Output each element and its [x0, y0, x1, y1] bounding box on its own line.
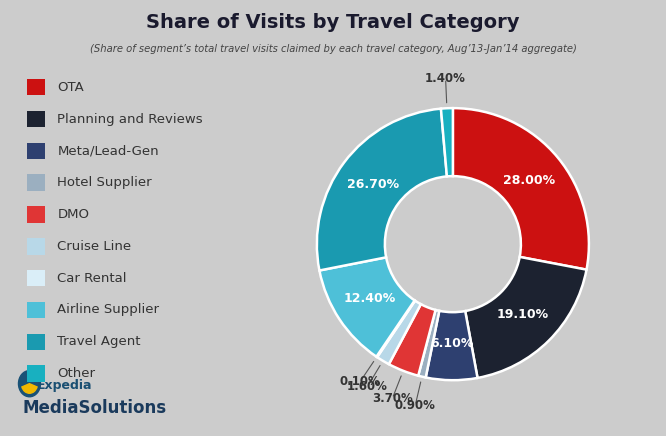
- Text: 0.90%: 0.90%: [395, 399, 436, 412]
- Text: Expedia: Expedia: [37, 379, 92, 392]
- Text: 26.70%: 26.70%: [348, 178, 400, 191]
- Text: Meta/Lead-Gen: Meta/Lead-Gen: [57, 144, 159, 157]
- Text: Airline Supplier: Airline Supplier: [57, 303, 159, 317]
- Text: OTA: OTA: [57, 81, 84, 94]
- Wedge shape: [377, 301, 421, 364]
- Text: 1.40%: 1.40%: [425, 72, 466, 85]
- Text: 3.70%: 3.70%: [372, 392, 413, 405]
- Wedge shape: [317, 109, 447, 270]
- Text: Other: Other: [57, 367, 95, 380]
- Text: 1.60%: 1.60%: [347, 380, 388, 393]
- Text: Car Rental: Car Rental: [57, 272, 127, 285]
- Text: DMO: DMO: [57, 208, 89, 221]
- Text: Cruise Line: Cruise Line: [57, 240, 131, 253]
- Text: Share of Visits by Travel Category: Share of Visits by Travel Category: [147, 13, 519, 32]
- Text: 0.10%: 0.10%: [340, 375, 380, 388]
- Wedge shape: [453, 108, 589, 269]
- Wedge shape: [389, 304, 436, 376]
- Text: MediaSolutions: MediaSolutions: [23, 399, 166, 417]
- Wedge shape: [320, 257, 415, 357]
- Wedge shape: [418, 310, 440, 378]
- Text: 19.10%: 19.10%: [497, 308, 549, 321]
- Wedge shape: [426, 311, 478, 380]
- Wedge shape: [22, 384, 37, 393]
- Text: 28.00%: 28.00%: [503, 174, 555, 187]
- Circle shape: [19, 371, 41, 397]
- Wedge shape: [376, 300, 415, 357]
- Text: (Share of segment’s total travel visits claimed by each travel category, Aug’13-: (Share of segment’s total travel visits …: [89, 44, 577, 54]
- Text: 12.40%: 12.40%: [344, 293, 396, 306]
- Text: 6.10%: 6.10%: [430, 337, 474, 350]
- Text: Planning and Reviews: Planning and Reviews: [57, 112, 203, 126]
- Text: Travel Agent: Travel Agent: [57, 335, 141, 348]
- Text: Hotel Supplier: Hotel Supplier: [57, 176, 152, 189]
- Wedge shape: [466, 257, 587, 378]
- Wedge shape: [441, 108, 453, 177]
